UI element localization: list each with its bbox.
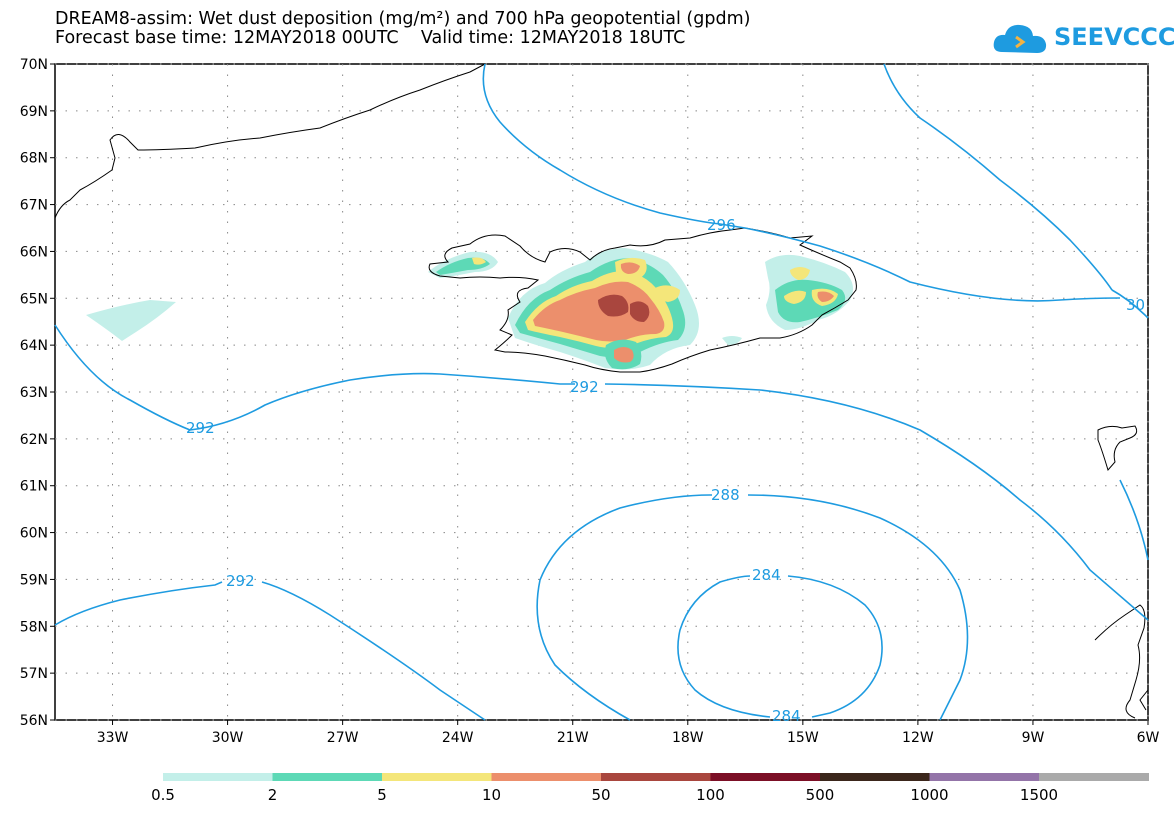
deposition-patch-westfjords-l3 xyxy=(472,257,486,265)
lon-label: 24W xyxy=(442,730,474,746)
lat-label: 58N xyxy=(20,619,48,635)
lat-label: 62N xyxy=(20,432,48,448)
scotland-coast xyxy=(1094,604,1149,719)
contour-296 xyxy=(482,63,1121,302)
graticule xyxy=(50,63,1149,725)
latitude-labels: 70N 69N 68N 67N 66N 65N 64N 63N 62N 61N 60N 59N 58N 5… xyxy=(20,57,48,729)
logo-text: SEEVCCC xyxy=(1054,23,1175,51)
legend-swatch xyxy=(820,773,930,781)
contour-label-30: 30 xyxy=(1126,296,1145,314)
map-subtitle: Forecast base time: 12MAY2018 00UTC Vali… xyxy=(55,28,686,48)
contour-292-main xyxy=(54,324,1149,621)
legend-label: 5 xyxy=(377,786,387,804)
lon-label: 21W xyxy=(557,730,589,746)
legend-swatch xyxy=(1039,773,1149,781)
contour-284 xyxy=(677,575,883,718)
deposition-patch-north-l4 xyxy=(620,262,640,274)
legend-label: 10 xyxy=(482,786,501,804)
iceland-coast xyxy=(428,227,857,373)
legend-swatch xyxy=(710,773,821,781)
lat-label: 65N xyxy=(20,291,48,307)
lat-label: 69N xyxy=(20,104,48,120)
legend-label: 2 xyxy=(268,786,278,804)
lon-label: 18W xyxy=(672,730,704,746)
deposition-patch-main-l5 xyxy=(598,294,629,317)
lon-label: 6W xyxy=(1137,730,1160,746)
lat-label: 67N xyxy=(20,198,48,214)
greenland-coast xyxy=(54,63,486,219)
deposition-patch-east-top xyxy=(790,267,810,280)
contour-30x xyxy=(883,63,1149,319)
legend-label: 1500 xyxy=(1020,786,1058,804)
contour-label-292-b: 292 xyxy=(186,419,215,437)
lat-label: 59N xyxy=(20,572,48,588)
legend-label: 500 xyxy=(806,786,835,804)
legend-label: 1000 xyxy=(910,786,948,804)
contour-label-292-a: 292 xyxy=(570,378,599,396)
deposition-patch-east-l4 xyxy=(817,291,834,302)
lat-label: 61N xyxy=(20,479,48,495)
lon-label: 9W xyxy=(1022,730,1045,746)
coastlines xyxy=(54,63,1149,719)
deposition-patch-south-l4 xyxy=(614,347,634,363)
lat-label: 64N xyxy=(20,338,48,354)
contour-label-288: 288 xyxy=(711,486,740,504)
lat-label: 68N xyxy=(20,151,48,167)
lon-label: 27W xyxy=(327,730,359,746)
seevccc-logo: SEEVCCC xyxy=(992,20,1175,60)
legend-swatch xyxy=(163,773,273,781)
legend-colorbar: 0.5 2 5 10 50 100 500 1000 1500 xyxy=(151,773,1149,804)
legend-label: 50 xyxy=(591,786,610,804)
lat-label: 56N xyxy=(20,713,48,729)
lat-label: 57N xyxy=(20,666,48,682)
legend-label: 0.5 xyxy=(151,786,175,804)
lat-label: 66N xyxy=(20,244,48,260)
contour-label-296: 296 xyxy=(707,216,736,234)
deposition-patch-ocean xyxy=(86,300,176,341)
lon-label: 15W xyxy=(787,730,819,746)
deposition-patch-se-small xyxy=(722,336,742,345)
lon-label: 30W xyxy=(212,730,244,746)
contour-label-284-a: 284 xyxy=(752,566,781,584)
lon-label: 33W xyxy=(97,730,129,746)
dust-deposition-field xyxy=(86,248,854,370)
longitude-labels: 33W 30W 27W 24W 21W 18W 15W 12W 9W 6W xyxy=(97,730,1160,746)
contour-288 xyxy=(536,494,969,721)
deposition-patch-main-l5b xyxy=(630,301,650,322)
contour-292-south xyxy=(54,581,486,721)
map-title: DREAM8-assim: Wet dust deposition (mg/m²… xyxy=(55,9,751,29)
legend-label: 100 xyxy=(696,786,725,804)
lat-label: 63N xyxy=(20,385,48,401)
deposition-patch-ne-small xyxy=(655,285,680,302)
contour-east-edge xyxy=(1119,479,1149,561)
faroe-islands-coast xyxy=(1097,425,1138,472)
contour-label-284-b: 284 xyxy=(772,707,801,725)
lat-label: 70N xyxy=(20,57,48,73)
deposition-patch-east-l3 xyxy=(784,290,806,304)
deposition-patch-main-l4 xyxy=(533,281,665,342)
cloud-icon xyxy=(993,24,1047,53)
legend-swatch xyxy=(272,773,383,781)
contour-labels: 296 30 292 292 292 288 284 284 xyxy=(186,216,1145,725)
contour-label-292-c: 292 xyxy=(226,572,255,590)
legend-swatch xyxy=(601,773,711,781)
lon-label: 12W xyxy=(902,730,934,746)
legend-swatch xyxy=(382,773,492,781)
legend-swatch xyxy=(929,773,1040,781)
geopotential-contours xyxy=(54,63,1149,721)
lat-label: 60N xyxy=(20,526,48,542)
legend-swatch xyxy=(491,773,602,781)
